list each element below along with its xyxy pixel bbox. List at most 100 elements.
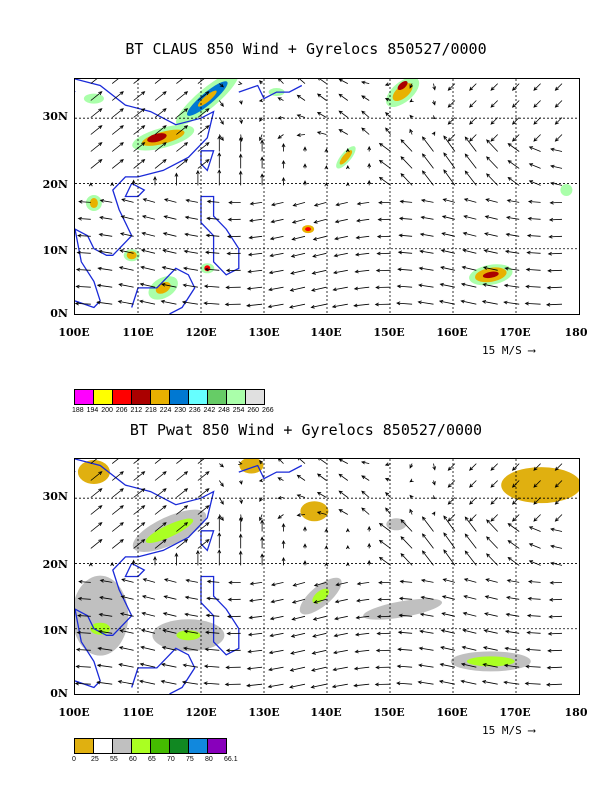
panel1-wind-arrow <box>181 300 198 305</box>
panel1-wind-arrow <box>396 284 413 289</box>
panel1-wind-arrow <box>119 249 134 254</box>
panel1-wind-arrow <box>400 173 413 186</box>
panel1-wind-arrow <box>303 163 307 169</box>
panel1-wind-arrow <box>398 216 413 221</box>
panel1-wind-arrow <box>219 83 225 88</box>
panel1-wind-arrow <box>238 153 243 169</box>
panel2-wind-arrow <box>547 631 563 636</box>
panel2-wind-arrow <box>511 463 520 471</box>
panel1-wind-arrow <box>111 142 124 152</box>
panel2-wind-arrow <box>345 561 350 567</box>
panel2-wind-arrow <box>119 629 134 634</box>
panel2-wind-arrow <box>525 647 541 652</box>
panel1-wind-arrow <box>206 199 220 204</box>
panel1-wind-arrow <box>110 181 115 187</box>
panel1-wind-arrow <box>119 232 134 237</box>
panel2-wind-arrow <box>419 629 434 634</box>
panel1-wind-arrow <box>469 117 477 125</box>
panel1-wind-arrow <box>185 198 198 203</box>
panel1-wind-arrow <box>324 182 329 187</box>
panel1-wind-arrow <box>311 286 327 292</box>
panel1-wind-arrow <box>460 282 477 288</box>
panel1-wind-arrow <box>163 215 177 220</box>
panel2-wind-arrow <box>197 488 210 498</box>
panel2-wind-arrow <box>217 549 222 566</box>
panel1-wind-arrow <box>205 233 220 238</box>
panel2-wind-arrow <box>463 578 477 583</box>
panel2-wind-arrow <box>296 474 306 481</box>
panel2-wind-arrow <box>117 680 134 685</box>
panel1-wind-arrow <box>90 159 103 169</box>
panel1-wind-arrow <box>277 115 284 120</box>
panel1-wind-arrow <box>554 100 563 108</box>
panel1-wind-arrow <box>533 134 541 142</box>
panel2-wind-arrow <box>486 536 498 549</box>
panel1-wind-arrow <box>204 267 220 272</box>
panel2-wind-arrow <box>338 459 348 464</box>
panel2-map-svg <box>75 459 579 694</box>
panel1-wind-arrow <box>111 159 124 169</box>
panel2-wind-arrow <box>296 494 306 498</box>
panel2-wind-arrow <box>409 463 414 469</box>
panel2-wind-arrow <box>248 615 263 620</box>
panel2-wind-arrow <box>297 459 306 464</box>
panel1-wind-arrow <box>525 284 541 289</box>
panel1-colorbar-swatch <box>93 389 113 405</box>
panel1-wind-arrow <box>291 218 306 224</box>
panel2-wind-arrow <box>197 522 210 532</box>
panel1-wind-arrow <box>296 133 306 137</box>
panel2-wind-arrow <box>332 666 348 672</box>
panel2-wind-arrow <box>524 681 541 686</box>
panel2-wind-arrow <box>554 463 563 471</box>
panel2-wind-arrow <box>550 544 563 549</box>
panel1-wind-arrow <box>77 216 91 221</box>
panel1-wind-arrow <box>303 180 307 186</box>
panel1-wind-arrow <box>432 83 436 91</box>
panel1-wind-arrow <box>525 267 541 272</box>
panel2-wind-arrow <box>432 463 436 471</box>
panel2-wind-arrow <box>118 646 134 651</box>
panel2-wind-arrow <box>281 557 286 566</box>
panel2-wind-arrow <box>290 632 306 638</box>
panel2-wind-arrow <box>225 665 241 670</box>
panel2-colorbar-label: 65 <box>148 756 156 763</box>
panel2-wind-arrow <box>239 514 244 523</box>
panel2-wind-arrow <box>303 560 307 566</box>
panel2-wind-arrow <box>226 631 241 636</box>
panel1-wind-arrow <box>131 179 136 186</box>
panel2-wind-arrow <box>291 598 306 604</box>
panel1-xlabel-140e: 140E <box>310 326 342 339</box>
panel2-wind-arrow <box>469 514 477 522</box>
panel2-wind-arrow <box>133 522 146 532</box>
panel1-wind-arrow <box>469 83 477 91</box>
panel1-wind-arrow <box>524 301 541 306</box>
panel1-colorbar <box>74 389 265 405</box>
panel2-wind-arrow <box>378 522 391 532</box>
panel1-wind-arrow <box>90 142 103 152</box>
panel2-wind-arrow <box>111 471 124 481</box>
panel1-wind-arrow <box>154 159 167 169</box>
panel2-wind-arrow <box>421 533 434 549</box>
panel1-colorbar-label: 194 <box>86 407 99 414</box>
panel1-wind-arrow <box>303 146 307 152</box>
panel2-wind-arrow <box>75 664 91 669</box>
panel2-pwat-region <box>363 598 443 620</box>
panel1-wind-arrow <box>226 251 241 256</box>
panel2-wind-arrow <box>154 471 167 481</box>
panel1-wind-arrow <box>247 269 263 274</box>
panel1-wind-arrow <box>249 201 263 206</box>
panel2-wind-arrow <box>121 578 134 583</box>
panel2-wind-arrow <box>312 615 327 621</box>
panel2-coastline <box>124 562 146 578</box>
panel1-scale-arrow-icon: ⟶ <box>528 344 535 357</box>
panel2-wind-arrow <box>505 612 520 617</box>
panel2-xlabel-180: 180 <box>564 706 588 719</box>
panel1-wind-arrow <box>267 303 284 309</box>
panel1-wind-arrow <box>462 248 477 254</box>
panel1-wind-arrow <box>281 177 286 186</box>
panel2-colorbar-label: 66.1 <box>224 756 238 763</box>
panel2-colorbar-swatch <box>169 738 189 754</box>
panel2-wind-arrow <box>409 478 414 483</box>
panel2-wind-arrow <box>205 613 220 618</box>
panel1-wind-arrow <box>133 159 146 169</box>
